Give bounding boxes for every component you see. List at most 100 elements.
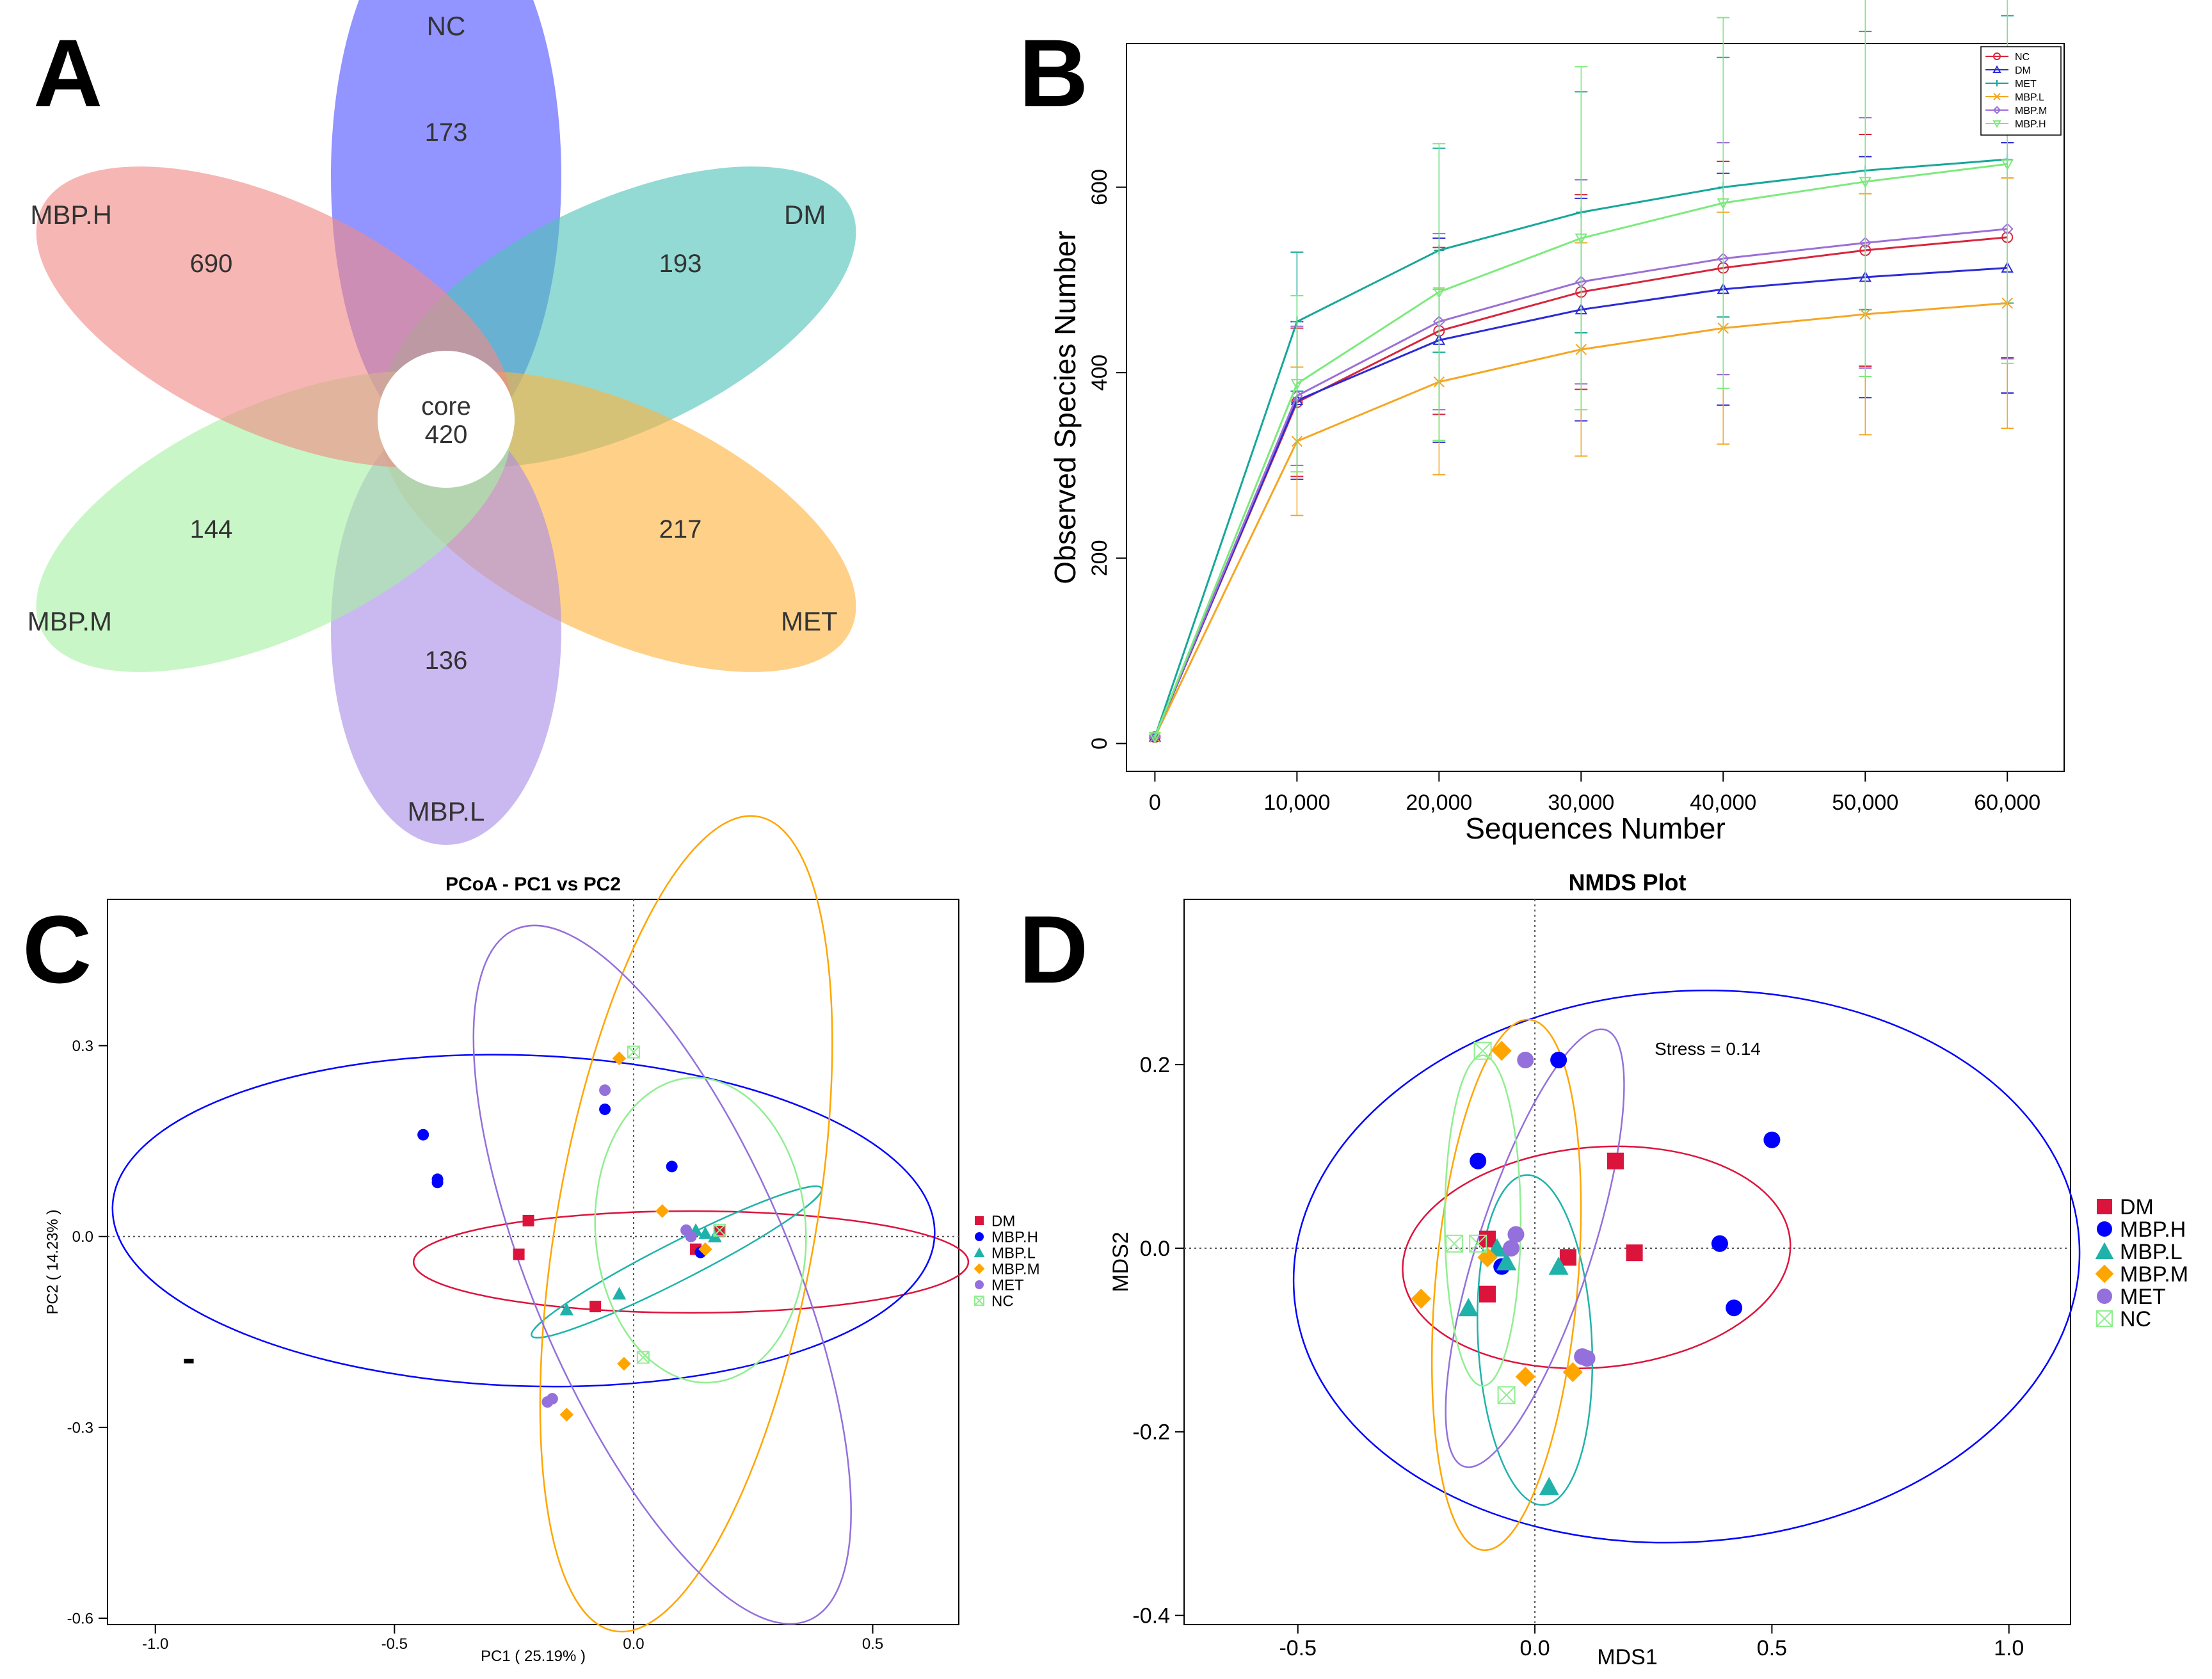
ellipse-MET	[1445, 1028, 1625, 1468]
legend-label: MBP.L	[991, 1244, 1036, 1262]
y-tick-label: 600	[1087, 169, 1112, 205]
group-NC	[1445, 1041, 1516, 1404]
venn-petal-name: MBP.M	[28, 606, 112, 636]
y-tick-label: 0.3	[72, 1038, 93, 1055]
data-point	[559, 1408, 574, 1422]
x-tick-label: 10,000	[1263, 791, 1330, 815]
data-point	[1491, 1041, 1512, 1061]
data-point	[974, 1263, 985, 1274]
ellipse-DM	[1402, 1145, 1791, 1370]
data-point	[1992, 65, 2001, 73]
ellipse-DM	[412, 1210, 970, 1314]
ellipse-NC	[594, 1077, 807, 1384]
x-tick-label: 50,000	[1832, 791, 1898, 815]
data-point	[1432, 287, 1446, 299]
data-point-cross	[1469, 1235, 1487, 1253]
pcoa-dash-marker: -	[182, 1337, 195, 1379]
group-MBP.L	[1458, 1238, 1569, 1495]
data-point	[655, 1204, 669, 1218]
data-point-box	[1469, 1234, 1487, 1253]
data-point	[1473, 1041, 1492, 1060]
venn-petal-name: MET	[781, 606, 838, 636]
data-point	[1470, 1152, 1487, 1169]
data-point-cross	[637, 1351, 650, 1364]
venn-petal-name: MBP.H	[30, 200, 112, 230]
rarefaction-chart: 0 10,000 20,000 30,000 40,000 50,000 60,000 0 20…	[1048, 0, 2065, 845]
x-axis-label: MDS1	[1597, 1645, 1657, 1669]
data-point	[627, 1045, 640, 1059]
data-point	[417, 1129, 429, 1141]
data-point	[599, 1103, 611, 1115]
legend-label: MBP.M	[991, 1260, 1040, 1278]
data-point	[1469, 1234, 1487, 1253]
data-point	[1479, 1230, 1496, 1248]
x-tick-label: 20,000	[1406, 791, 1472, 815]
x-tick-label: 0.0	[623, 1635, 644, 1653]
legend-label: MET	[2120, 1285, 2166, 1309]
panel-d-letter: D	[1019, 896, 1088, 1003]
venn-petal-name: NC	[427, 11, 466, 41]
data-point	[698, 1226, 712, 1239]
nmds-chart: NMDS Plot -0.5 0.0 0.5 1.0 0.2 0.0 -0.2 -0.4 MDS1…	[1109, 869, 2188, 1669]
data-point-box	[2096, 1310, 2113, 1327]
data-point	[1726, 1299, 1743, 1317]
venn-core-label: core	[421, 392, 471, 421]
data-point	[1458, 1297, 1479, 1317]
chart-title: NMDS Plot	[1569, 869, 1687, 896]
plot-frame	[1126, 43, 2065, 772]
data-point	[698, 1242, 712, 1257]
venn-core-value: 420	[425, 421, 468, 449]
group-MBP.M	[1411, 1041, 1583, 1387]
group-NC	[627, 1045, 726, 1364]
data-point	[975, 1280, 984, 1289]
y-tick-label: 0.0	[72, 1228, 93, 1246]
data-point	[1550, 1051, 1567, 1068]
data-point	[2097, 1289, 2112, 1304]
data-point	[1477, 1247, 1498, 1267]
legend-label: MBP.H	[991, 1228, 1038, 1246]
chart-title: PCoA - PC1 vs PC2	[445, 874, 621, 895]
data-point	[974, 1247, 985, 1257]
y-tick-label: 0	[1087, 737, 1112, 750]
data-point	[1993, 52, 2001, 60]
legend-label: MBP.H	[2120, 1217, 2186, 1242]
data-point	[1559, 1249, 1576, 1266]
venn-petal-labels: 173 NC 193 DM 217 MET 136 MBP.L 144 MBP.M 690 MBP.H	[28, 11, 838, 826]
data-point	[1575, 233, 1588, 245]
series-MBP.H	[1148, 0, 2014, 744]
group-MBP.H	[417, 1103, 707, 1258]
series-DM	[1148, 141, 2014, 742]
data-point-cross	[1473, 1041, 1492, 1060]
legend-label: NC	[2015, 52, 2030, 63]
plot-frame	[1183, 899, 2071, 1625]
group-MBP.H	[1470, 1051, 1781, 1317]
data-point	[1626, 1244, 1643, 1262]
data-point	[666, 1161, 678, 1173]
ellipse-NC	[1444, 1054, 1522, 1387]
x-tick-label: 30,000	[1548, 791, 1614, 815]
y-tick-label: 200	[1087, 540, 1112, 576]
ellipse-MBP.M	[539, 815, 833, 1633]
x-tick-label: 0.5	[862, 1635, 883, 1653]
data-point	[1479, 1285, 1496, 1303]
data-point-cross	[974, 1296, 984, 1306]
data-point	[2095, 1242, 2114, 1259]
x-tick-label: 0.5	[1757, 1636, 1787, 1660]
group-MBP.M	[559, 1051, 712, 1422]
ellipse-MBP.L	[531, 1185, 823, 1339]
legend-label: MBP.L	[2120, 1240, 2183, 1264]
data-point	[1717, 198, 1729, 210]
x-axis-label: Sequences Number	[1465, 812, 1726, 845]
ellipse-MBP.M	[1431, 1018, 1582, 1552]
data-point-cross	[1497, 1386, 1516, 1404]
data-point	[599, 1084, 611, 1097]
y-tick-label: 0.0	[1140, 1237, 1170, 1261]
data-point	[2096, 1310, 2113, 1327]
data-point-box	[1445, 1234, 1464, 1253]
venn-flower: core 420 173 NC 193 DM 217 MET 136 MBP.L 144 MBP.…	[28, 0, 856, 845]
ellipse-MBP.H	[111, 1054, 936, 1388]
data-point	[431, 1177, 444, 1189]
data-point	[513, 1248, 525, 1260]
x-tick-label: 60,000	[1974, 791, 2040, 815]
